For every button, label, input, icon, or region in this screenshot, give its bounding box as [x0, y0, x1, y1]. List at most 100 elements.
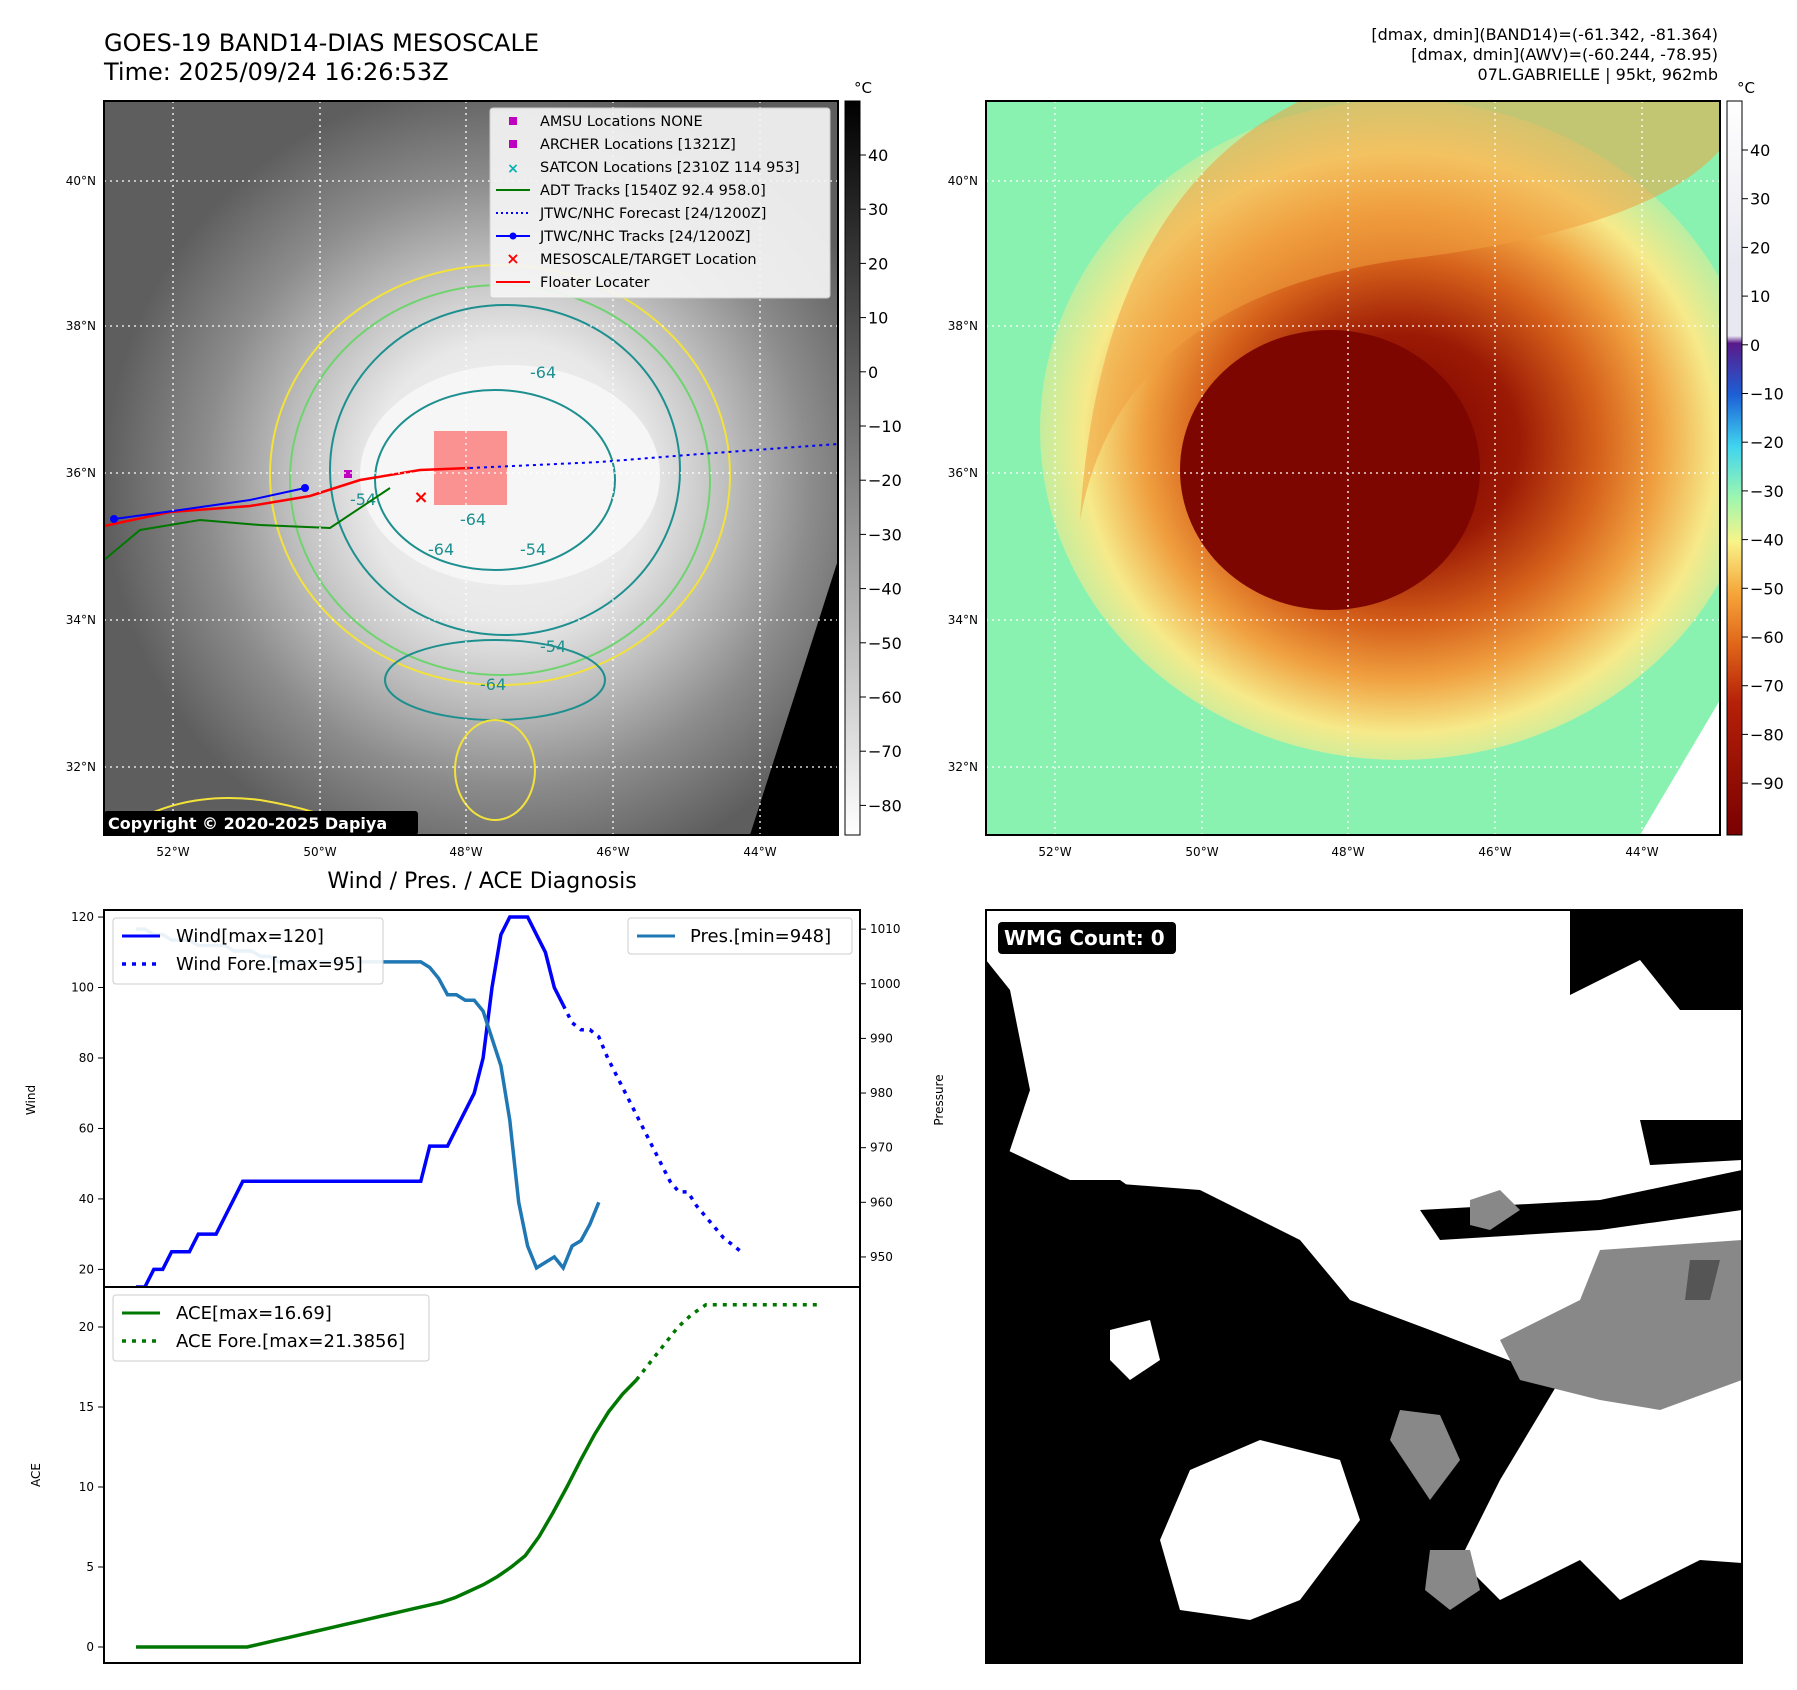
pressure-tick-label: 1010	[870, 922, 901, 936]
lat-label: 38°N	[66, 319, 96, 333]
legend-label: AMSU Locations NONE	[540, 114, 703, 130]
colorbar-tick-label: −60	[1750, 628, 1784, 647]
wind-tick-label: 100	[71, 981, 94, 995]
lon-label: 46°W	[596, 845, 629, 859]
legend-marker-archer	[509, 140, 517, 148]
colorbar-tick-label: 10	[1750, 287, 1770, 306]
legend-label-wind: Wind[max=120]	[176, 926, 324, 947]
wind-axis-label: Wind	[24, 1085, 38, 1115]
contour-label: -64	[480, 675, 506, 694]
lat-label: 32°N	[66, 760, 96, 774]
lat-label: 40°N	[948, 174, 978, 188]
pressure-tick-label: 970	[870, 1141, 893, 1155]
copyright: Copyright © 2020-2025 Dapiya	[108, 814, 387, 833]
ace-tick-label: 10	[79, 1480, 94, 1494]
figure-time: Time: 2025/09/24 16:26:53Z	[103, 58, 449, 86]
pressure-tick-label: 960	[870, 1195, 893, 1209]
pressure-tick-label: 1000	[870, 977, 901, 991]
colorbar-tick-label: −10	[868, 417, 902, 436]
legend-label: MESOSCALE/TARGET Location	[540, 252, 757, 268]
colorbar-unit: °C	[1737, 79, 1755, 97]
lon-label: 52°W	[1038, 845, 1071, 859]
ir-map-color: 40°N 38°N 36°N 34°N 32°N 52°W 50°W 48°W …	[948, 100, 1721, 859]
lon-label: 50°W	[1185, 845, 1218, 859]
legend-label: SATCON Locations [2310Z 114 953]	[540, 160, 799, 176]
lat-label: 40°N	[66, 174, 96, 188]
colorbar-tick-label: −20	[868, 471, 902, 490]
jtwc-track	[113, 487, 306, 520]
colorbar-tick-label: 30	[1750, 190, 1770, 209]
map-legend: AMSU Locations NONE ARCHER Locations [13…	[489, 107, 831, 299]
legend-label-ace-forecast: ACE Fore.[max=21.3856]	[176, 1331, 405, 1352]
colorbar-gray: °C 40 30 20 10 0 −10 −20 −30 −40 −50 −60 −70 −80	[844, 79, 902, 836]
colorbar-tick-label: −20	[1750, 433, 1784, 452]
wmg-count: WMG Count: 0	[1004, 926, 1165, 950]
colorbar-tick-label: 0	[868, 363, 878, 382]
lat-label: 34°N	[66, 613, 96, 627]
colorbar-unit: °C	[854, 79, 872, 97]
info-band14: [dmax, dmin](BAND14)=(-61.342, -81.364)	[1371, 25, 1718, 44]
contour-label: -54	[520, 540, 546, 559]
legend-label-wind-forecast: Wind Fore.[max=95]	[176, 954, 363, 975]
colorbar-tick-label: 10	[868, 309, 888, 328]
info-storm: 07L.GABRIELLE | 95kt, 962mb	[1478, 65, 1718, 84]
ir-map-gray: -64 -54 -64 -64 -54 -54 -64 ×	[66, 100, 839, 859]
colorbar-tick-label: 40	[1750, 141, 1770, 160]
pressure-tick-label: 990	[870, 1031, 893, 1045]
ace-forecast-line	[635, 1303, 818, 1382]
legend-label: ARCHER Locations [1321Z]	[540, 137, 736, 153]
ace-axis-label: ACE	[29, 1463, 43, 1487]
colorbar-tick-label: 20	[868, 254, 888, 273]
lat-label: 32°N	[948, 760, 978, 774]
lat-label: 38°N	[948, 319, 978, 333]
legend-label: Floater Locater	[540, 275, 649, 291]
target-marker: ×	[413, 487, 428, 508]
wind-tick-label: 120	[71, 910, 94, 924]
colorbar-tick-label: −40	[1750, 531, 1784, 550]
wind-forecast-line	[561, 1004, 743, 1254]
archer-marker	[344, 470, 352, 478]
info-awv: [dmax, dmin](AWV)=(-60.244, -78.95)	[1411, 45, 1718, 64]
pressure-tick-label: 950	[870, 1250, 893, 1264]
diagnosis-title: Wind / Pres. / ACE Diagnosis	[327, 869, 636, 894]
colorbar-tick-label: −60	[868, 688, 902, 707]
lat-label: 34°N	[948, 613, 978, 627]
ace-tick-label: 15	[79, 1400, 94, 1414]
legend-marker-target: ×	[506, 249, 519, 268]
colorbar-tick-label: 40	[868, 146, 888, 165]
lon-label: 52°W	[156, 845, 189, 859]
lon-label: 48°W	[1331, 845, 1364, 859]
colorbar-tick-label: −50	[868, 634, 902, 653]
ace-tick-label: 20	[79, 1320, 94, 1334]
wind-tick-label: 80	[79, 1051, 94, 1065]
colorbar-tick-label: 30	[868, 200, 888, 219]
legend-marker-satcon: ×	[507, 161, 519, 177]
lon-label: 48°W	[449, 845, 482, 859]
ace-tick-label: 5	[86, 1560, 94, 1574]
colorbar-tick-label: −50	[1750, 579, 1784, 598]
colorbar-tick-label: −70	[868, 742, 902, 761]
legend-label-ace: ACE[max=16.69]	[176, 1303, 332, 1324]
wind-tick-label: 60	[79, 1121, 94, 1135]
colorbar-tick-label: −70	[1750, 677, 1784, 696]
adt-track	[104, 487, 391, 561]
colorbar-tick-label: −80	[1750, 725, 1784, 744]
contour-label: -64	[428, 540, 454, 559]
figure-title: GOES-19 BAND14-DIAS MESOSCALE	[104, 29, 539, 57]
pressure-tick-label: 980	[870, 1086, 893, 1100]
colorbar-tick-label: −30	[1750, 482, 1784, 501]
colorbar-tick-label: −80	[868, 796, 902, 815]
colorbar-tick-label: −90	[1750, 774, 1784, 793]
ace-panel: 0 5 10 15 20 ACE ACE[max=16.69] ACE Fore.[ma…	[29, 1286, 861, 1664]
legend-label: JTWC/NHC Forecast [24/1200Z]	[539, 206, 766, 222]
colorbar-tick-label: 0	[1750, 336, 1760, 355]
colorbar-tick-label: −40	[868, 580, 902, 599]
wind-line	[136, 915, 565, 1289]
ace-legend: ACE[max=16.69] ACE Fore.[max=21.3856]	[112, 1294, 430, 1362]
pressure-legend: Pres.[min=948]	[627, 917, 853, 955]
pressure-axis-label: Pressure	[932, 1074, 946, 1125]
contour-label: -54	[350, 490, 376, 509]
wmg-panel: WMG Count: 0	[985, 909, 1743, 1664]
lon-label: 50°W	[303, 845, 336, 859]
